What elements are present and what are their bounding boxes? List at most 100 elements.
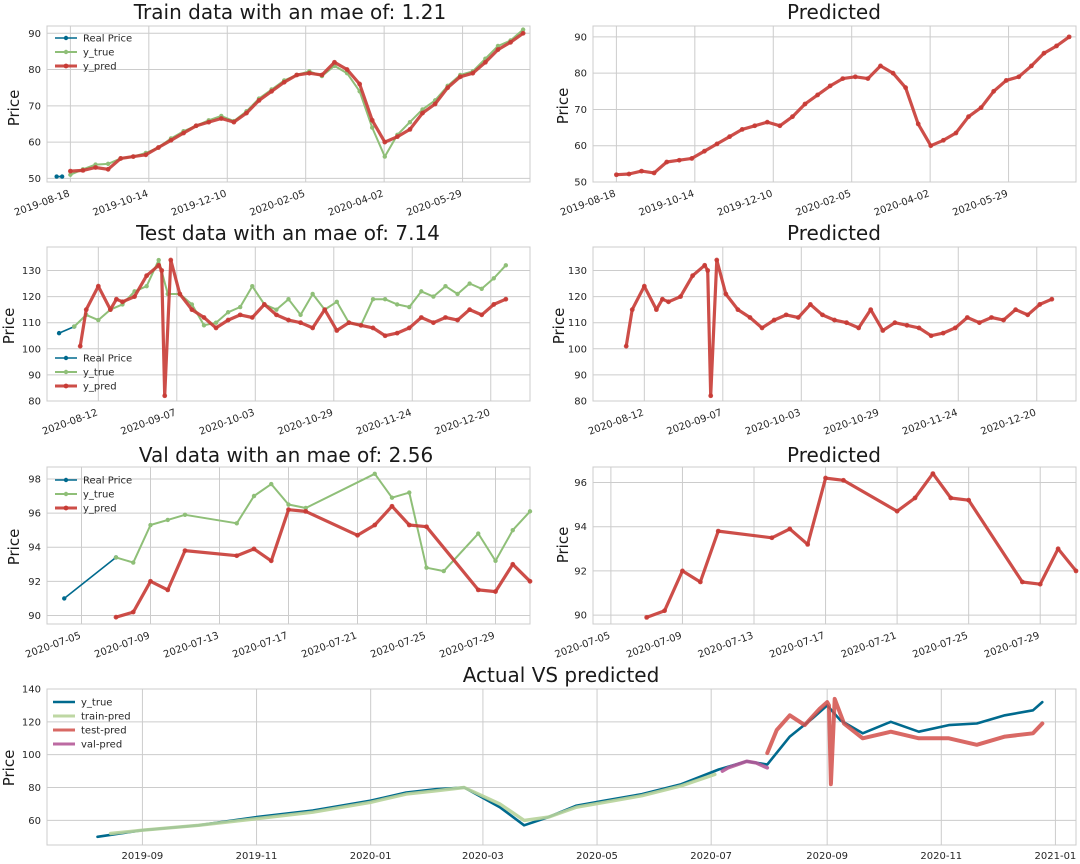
test_pred-point-y-pred [641, 283, 647, 289]
test-point-y-true [467, 281, 472, 286]
train_pred-point-y-pred [702, 148, 707, 154]
test-series-real-price [58, 325, 75, 334]
test-point-y-pred [213, 325, 219, 331]
test-y-tick-label: 130 [22, 266, 41, 277]
train_pred-point-y-pred [890, 70, 896, 76]
train_pred-point-y-pred [827, 83, 833, 89]
overall-chart: 60 80 100 120 140 2019-09 2019-11 2020-01 2020-0… [0, 663, 1077, 862]
train-point-y-pred [306, 70, 312, 76]
val-legend-marker [63, 505, 69, 511]
test-x-tick-label: 2020-11-24 [355, 407, 413, 437]
test_pred-point-y-pred [964, 315, 970, 320]
test-point-y-true [213, 320, 219, 325]
test-y-tick-label: 110 [22, 318, 41, 329]
test-point-y-pred [114, 296, 119, 302]
test_pred-x-tick-label: 2020-10-29 [822, 407, 880, 437]
test-point-y-true [144, 283, 149, 289]
test-point-y-true [419, 289, 424, 294]
val_pred-point-y-pred [662, 608, 667, 614]
test_pred-point-y-pred [735, 307, 741, 313]
test_pred-x-tick-label: 2020-10-03 [744, 407, 802, 437]
test-point-y-true [479, 286, 484, 291]
train-point-y-pred [420, 110, 425, 116]
train-point-real-price [54, 174, 59, 179]
test_pred-series-y-pred [624, 258, 1054, 398]
overall-x-tick-label: 2020-05 [576, 851, 618, 862]
train-point-y-true [407, 119, 413, 125]
overall-series-val-pred [720, 759, 770, 773]
train-point-y-pred [193, 123, 199, 129]
val-legend-marker [63, 477, 69, 483]
train-legend-marker [63, 35, 69, 41]
test-point-y-true [96, 317, 101, 323]
test_pred-point-y-pred [880, 328, 886, 333]
test-point-y-pred [455, 317, 460, 323]
train-legend-marker [63, 49, 69, 55]
train_pred-point-y-pred [852, 74, 858, 80]
test_pred-point-y-pred [1013, 307, 1019, 313]
test-point-y-pred [418, 315, 424, 320]
val_pred-y-tick-label: 92 [574, 566, 587, 577]
val-point-y-pred [372, 522, 378, 528]
train-y-tick-label: 80 [28, 65, 41, 76]
val-x-tick-label: 2020-07-09 [93, 630, 151, 660]
test-point-y-true [225, 310, 231, 315]
train-point-y-pred [495, 47, 501, 52]
test-series-y-pred [78, 258, 508, 398]
test-point-y-pred [132, 294, 137, 299]
val-point-y-true [251, 493, 257, 499]
overall-x-tick-label: 2020-01 [350, 851, 392, 862]
train_pred-y-tick-label: 80 [574, 69, 587, 80]
train_pred-x-tick-label: 2019-10-14 [637, 188, 695, 218]
train-point-y-pred [432, 101, 438, 107]
train-point-y-pred [130, 154, 136, 160]
train_pred-point-y-pred [777, 123, 783, 129]
val_pred-x-tick-label: 2020-07-25 [911, 630, 969, 660]
train-point-y-pred [168, 137, 174, 143]
test-point-y-pred [159, 268, 165, 273]
train_pred-y-tick-label: 90 [574, 32, 587, 43]
test-title: Test data with an mae of: 7.14 [135, 221, 440, 245]
val-point-y-true [527, 509, 533, 514]
test-point-y-pred [503, 296, 509, 302]
val_pred-x-tick-label: 2020-07-21 [840, 630, 898, 660]
test_pred-point-y-pred [807, 302, 813, 307]
test-y-tick-label: 120 [22, 292, 41, 303]
test-point-y-pred [120, 299, 125, 305]
val_pred-point-y-pred [894, 508, 900, 514]
test-point-y-pred [322, 307, 328, 313]
test-point-y-true [274, 307, 279, 312]
train-point-y-pred [319, 72, 325, 78]
train-point-y-pred [67, 168, 73, 174]
test-legend: Real Price y_true y_pred [55, 354, 132, 393]
test_pred-point-y-pred [723, 291, 729, 297]
val-legend-label: Real Price [83, 476, 132, 487]
test_pred-x-tick-label: 2020-09-07 [665, 407, 723, 437]
test_pred-frame [592, 246, 1077, 402]
val_pred-x-tick-label: 2020-07-17 [768, 630, 826, 660]
test-point-y-true [238, 304, 243, 310]
test-point-y-pred [406, 325, 412, 331]
train_pred-point-y-pred [991, 88, 997, 94]
overall-x-tick-label: 2020-11 [920, 851, 962, 862]
train-point-y-pred [143, 152, 149, 158]
val-point-y-true [303, 505, 308, 511]
val-legend-label: y_true [83, 490, 114, 501]
test-point-y-pred [286, 317, 291, 323]
val-point-y-true [372, 471, 377, 477]
train-point-y-pred [407, 126, 413, 132]
val_pred-x-tick-label: 2020-07-05 [554, 630, 612, 660]
test-x-tick-label: 2020-10-03 [198, 407, 256, 437]
train_pred-point-y-pred [978, 105, 984, 111]
test_pred-point-y-pred [868, 307, 874, 313]
val_pred-point-y-pred [1019, 579, 1025, 585]
train_pred-point-y-pred [651, 170, 657, 176]
test-point-y-true [491, 276, 496, 281]
val-y-tick-label: 90 [28, 611, 41, 622]
overall-legend-label: y_true [81, 698, 112, 709]
val-point-y-true [424, 565, 429, 570]
train_pred-point-y-pred [1003, 78, 1009, 83]
val-predicted-ylabel: Price [554, 527, 572, 564]
val_pred-point-y-pred [644, 614, 650, 620]
test-point-y-pred [77, 343, 83, 349]
